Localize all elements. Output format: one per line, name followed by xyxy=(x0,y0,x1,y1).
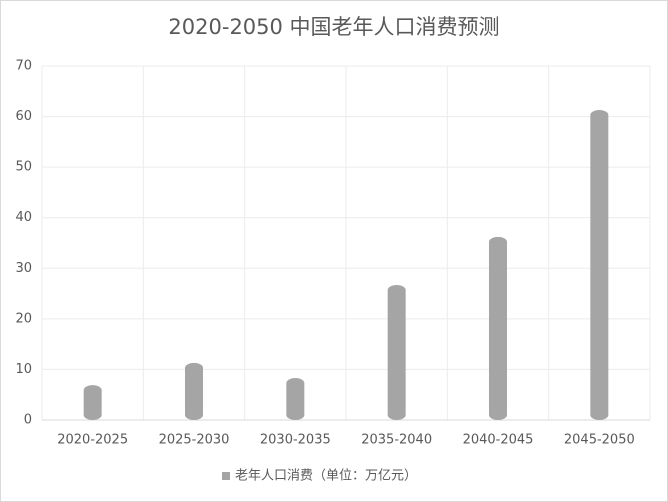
bar xyxy=(387,284,406,420)
x-tick-label: 2040-2045 xyxy=(463,433,534,448)
y-tick-label: 30 xyxy=(15,261,32,276)
bar xyxy=(590,109,609,421)
x-tick-label: 2020-2025 xyxy=(57,433,128,448)
legend-label: 老年人口消费（单位：万亿元） xyxy=(235,469,417,484)
bar xyxy=(286,378,305,420)
x-tick-label: 2035-2040 xyxy=(361,433,432,448)
bar xyxy=(83,385,102,420)
y-tick-label: 20 xyxy=(15,311,32,326)
chart-title: 2020-2050 中国老年人口消费预测 xyxy=(168,15,499,39)
y-tick-label: 50 xyxy=(15,160,32,175)
y-tick-label: 60 xyxy=(15,109,32,124)
x-tick-label: 2045-2050 xyxy=(564,433,635,448)
y-tick-label: 70 xyxy=(15,59,32,74)
y-tick-label: 0 xyxy=(24,413,32,428)
y-tick-label: 40 xyxy=(15,210,32,225)
legend-swatch xyxy=(222,472,230,480)
x-tick-label: 2025-2030 xyxy=(159,433,230,448)
y-tick-label: 10 xyxy=(15,362,32,377)
bar xyxy=(489,236,507,420)
x-tick-label: 2030-2035 xyxy=(260,433,331,448)
bar xyxy=(185,362,203,420)
